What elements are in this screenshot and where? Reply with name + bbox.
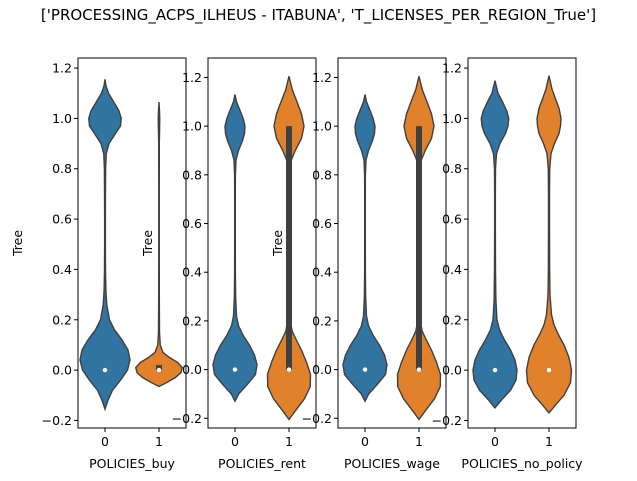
y-tick-label: 0.4 bbox=[442, 262, 462, 277]
violin-blue-cat-0 bbox=[212, 94, 258, 403]
subplot-4: −0.2 0.0 0.2 0.4 0.6 0.8 1.0 1.2 0 1 POLICIES_no_p… bbox=[432, 57, 583, 471]
y-tick-label: 1.2 bbox=[442, 61, 462, 76]
y-tick-label: −0.2 bbox=[42, 413, 72, 428]
y-tick-label: 1.2 bbox=[52, 61, 72, 76]
violin-blue-cat-0 bbox=[472, 80, 518, 409]
y-tick-label: 0.8 bbox=[182, 167, 202, 182]
y-axis-label: Tree bbox=[270, 230, 285, 257]
y-tick-label: 1.0 bbox=[52, 111, 72, 126]
x-tick-label: 0 bbox=[101, 434, 109, 449]
y-tick-label: 0.0 bbox=[442, 363, 462, 378]
x-axis-label: POLICIES_rent bbox=[218, 456, 306, 471]
violin-blue-cat-0 bbox=[342, 94, 388, 403]
subplot-2: −0.2 0.0 0.2 0.4 0.6 0.8 1.0 1.2 0 1 POLICIES_rent… bbox=[140, 57, 317, 471]
violin-iqr-box bbox=[156, 365, 162, 371]
x-tick-label: 1 bbox=[155, 434, 163, 449]
subplot-1: −0.2 0.0 0.2 0.4 0.6 0.8 1.0 1.2 0 1 POLICIES_buy T… bbox=[10, 57, 187, 471]
y-tick-label: 0.4 bbox=[312, 265, 332, 280]
violin-orange-cat-1 bbox=[134, 102, 184, 388]
axes-frame bbox=[467, 57, 577, 429]
y-tick-label: 0.2 bbox=[182, 313, 202, 328]
y-axis-label: Tree bbox=[140, 230, 155, 257]
violin-blue-cat-0 bbox=[79, 79, 131, 412]
violin-median-dot bbox=[546, 367, 552, 373]
axes-frame bbox=[77, 57, 187, 429]
y-tick-label: 0.4 bbox=[182, 265, 202, 280]
y-tick-label: 0.6 bbox=[312, 216, 332, 231]
y-tick-label: 1.0 bbox=[182, 119, 202, 134]
y-tick-label: 1.2 bbox=[312, 70, 332, 85]
y-axis-label: Tree bbox=[10, 230, 25, 257]
y-tick-label: −0.2 bbox=[432, 413, 462, 428]
figure-title: ['PROCESSING_ACPS_ILHEUS - ITABUNA', 'T_… bbox=[40, 6, 597, 24]
x-axis-label: POLICIES_buy bbox=[89, 456, 175, 471]
violin-median-dot bbox=[286, 367, 292, 372]
axes-frame bbox=[207, 57, 317, 429]
y-tick-label: 0.8 bbox=[442, 161, 462, 176]
y-tick-label: 0.8 bbox=[312, 167, 332, 182]
y-tick-label: −0.2 bbox=[302, 411, 332, 426]
violin-median-dot bbox=[102, 367, 108, 373]
y-tick-label: 0.2 bbox=[52, 312, 72, 327]
y-tick-label: 1.0 bbox=[442, 111, 462, 126]
y-tick-label: 0.2 bbox=[312, 313, 332, 328]
y-tick-label: 0.6 bbox=[52, 212, 72, 227]
y-tick-label: 0.4 bbox=[52, 262, 72, 277]
y-tick-label: 0.0 bbox=[312, 362, 332, 377]
x-tick-label: 0 bbox=[361, 434, 369, 449]
x-tick-label: 1 bbox=[285, 434, 293, 449]
violin-median-dot bbox=[232, 367, 238, 372]
y-tick-label: −0.2 bbox=[172, 411, 202, 426]
violin-iqr-box bbox=[286, 126, 292, 370]
x-tick-label: 0 bbox=[491, 434, 499, 449]
x-tick-label: 0 bbox=[231, 434, 239, 449]
violin-orange-cat-1 bbox=[525, 75, 573, 414]
y-tick-label: 0.6 bbox=[182, 216, 202, 231]
y-tick-label: 0.8 bbox=[52, 161, 72, 176]
x-tick-label: 1 bbox=[415, 434, 423, 449]
subplot-3: −0.2 0.0 0.2 0.4 0.6 0.8 1.0 1.2 0 1 POLICIES_wage… bbox=[270, 57, 447, 471]
violin-median-dot bbox=[362, 367, 368, 372]
x-axis-label: POLICIES_wage bbox=[344, 456, 440, 471]
x-axis-label: POLICIES_no_policy bbox=[461, 456, 583, 471]
axes-frame bbox=[337, 57, 447, 429]
x-tick-label: 1 bbox=[545, 434, 553, 449]
violin-median-dot bbox=[492, 367, 498, 373]
y-tick-label: 0.0 bbox=[52, 363, 72, 378]
y-tick-label: 0.6 bbox=[442, 212, 462, 227]
violin-median-dot bbox=[416, 367, 422, 372]
y-tick-label: 0.0 bbox=[182, 362, 202, 377]
y-tick-label: 1.2 bbox=[182, 70, 202, 85]
violin-median-dot bbox=[156, 367, 162, 373]
y-tick-label: 0.2 bbox=[442, 312, 462, 327]
y-tick-label: 1.0 bbox=[312, 119, 332, 134]
violin-iqr-box bbox=[416, 126, 422, 370]
